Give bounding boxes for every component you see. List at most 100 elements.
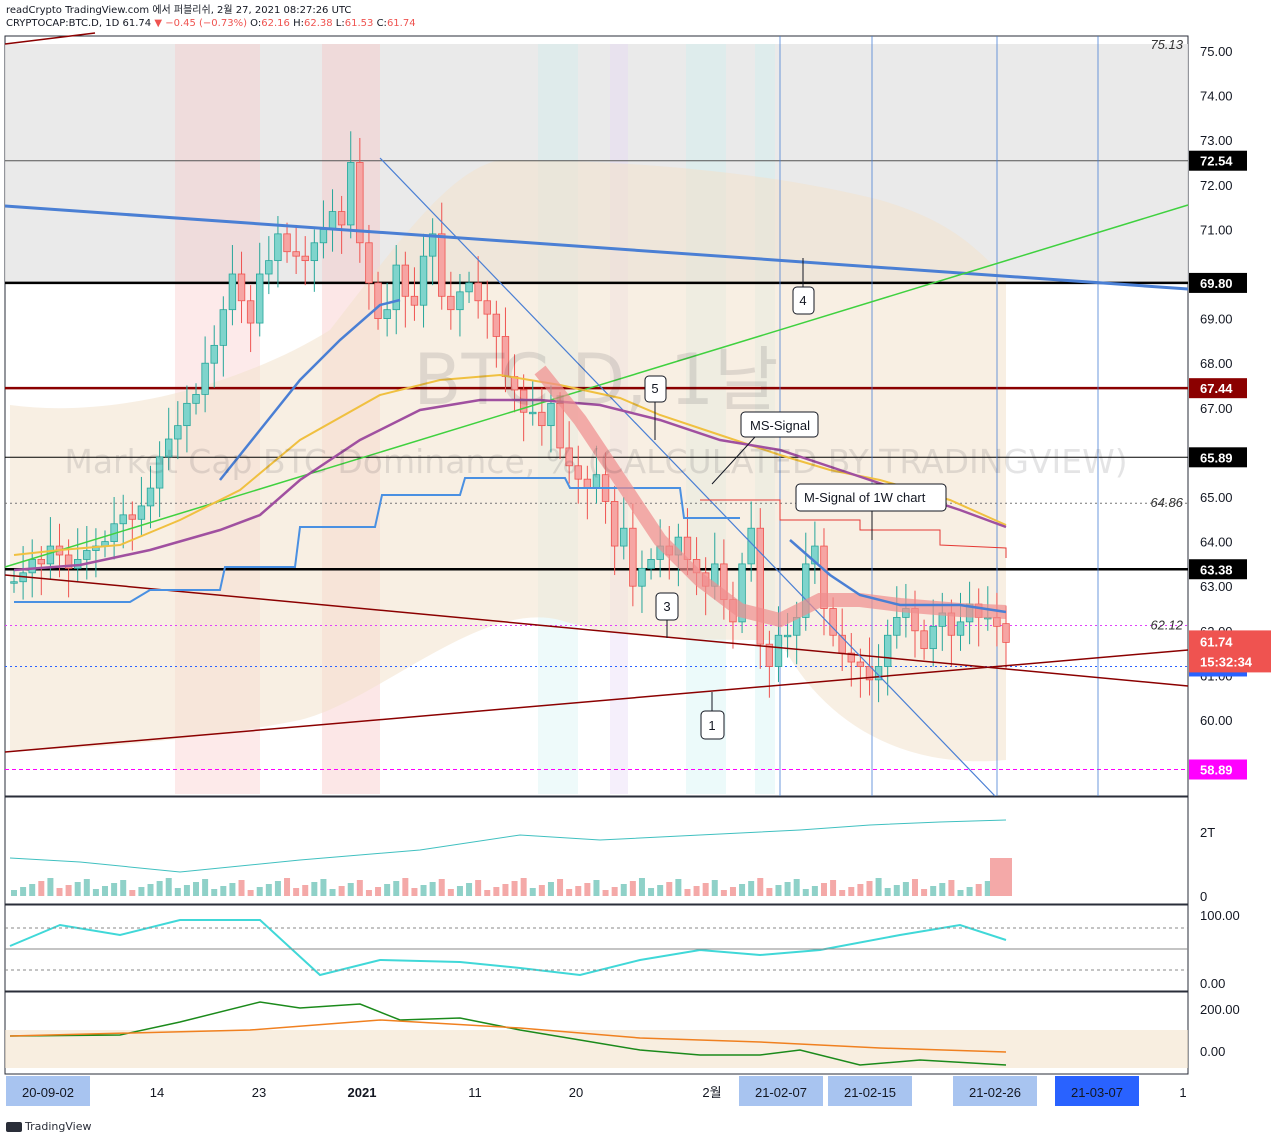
- wave-5-marker[interactable]: 5: [644, 375, 667, 440]
- volume-bar: [729, 887, 736, 896]
- volume-bar: [575, 886, 582, 896]
- volume-bar: [74, 882, 81, 896]
- volume-bar: [411, 888, 418, 896]
- volume-bar: [693, 886, 700, 896]
- volume-bar: [811, 886, 818, 896]
- time-tick-label: 20: [569, 1085, 583, 1100]
- ms-signal-callout[interactable]: MS-Signal: [711, 411, 819, 485]
- volume-bar: [466, 883, 473, 896]
- volume-bar: [302, 885, 309, 896]
- volume-bar: [293, 888, 300, 896]
- open-value: 62.16: [261, 18, 290, 29]
- watermark-title: BTC.D, 1날: [413, 339, 778, 421]
- candle-body: [874, 666, 883, 681]
- candle-body: [219, 309, 228, 346]
- momentum-signal-line: [9, 1019, 1007, 1053]
- candle-body: [756, 527, 764, 645]
- time-tick-label: 23: [252, 1085, 266, 1100]
- volume-bar: [211, 889, 218, 896]
- candle-body: [192, 394, 200, 404]
- volume-bar: [547, 882, 554, 896]
- level-value-label: 62.12: [1150, 617, 1183, 632]
- candle-body: [738, 563, 746, 623]
- volume-bar: [675, 879, 682, 896]
- candle-body: [137, 505, 146, 520]
- time-tick-label: 20-09-02: [22, 1085, 74, 1100]
- volume-average-line: [9, 819, 1007, 873]
- candle-body: [419, 255, 428, 306]
- candle-body: [620, 527, 628, 547]
- volume-bar: [165, 878, 172, 896]
- oscillator-pane[interactable]: [4, 904, 1189, 992]
- volume-bar: [666, 882, 673, 896]
- volume-bar: [493, 887, 500, 896]
- candle-body: [210, 344, 218, 364]
- candle-body: [574, 465, 582, 480]
- oscillator-axis-top: 100.00: [1200, 908, 1240, 923]
- level-price-tag: [1189, 378, 1247, 399]
- volume-bar: [921, 889, 928, 896]
- candle-body: [155, 456, 164, 489]
- volume-bar: [984, 881, 991, 896]
- level-price-tag-label: 63.38: [1200, 562, 1233, 577]
- volume-axis-bottom: 0: [1200, 889, 1207, 904]
- price-axis[interactable]: 75.00 74.00 73.00 72.00 71.00 69.00 68.00 67.00…: [1150, 37, 1271, 780]
- candle-body: [428, 233, 437, 257]
- candle-body: [538, 411, 546, 427]
- wave-1-marker[interactable]: 1: [700, 692, 725, 740]
- time-tick-label: 21-03-07: [1071, 1085, 1123, 1100]
- volume-axis-top: 2T: [1200, 825, 1215, 840]
- candle-body: [783, 634, 792, 638]
- level-price-tag-label: 72.54: [1200, 154, 1233, 169]
- candle-body: [956, 621, 965, 636]
- volume-bar: [566, 889, 573, 896]
- candle-body: [483, 300, 491, 315]
- candle-body: [374, 282, 382, 320]
- price-tick-label: 71.00: [1200, 222, 1233, 237]
- candle-body: [256, 273, 264, 324]
- oscillator-line: [9, 919, 1007, 977]
- volume-bar: [611, 887, 618, 896]
- time-axis[interactable]: 20-09-02 14 23 2021 11 20 2월 21-02-07 21-02-15 21…: [6, 1076, 1187, 1106]
- tradingview-brand[interactable]: TradingView: [6, 1120, 91, 1133]
- candle-body: [929, 625, 937, 650]
- symbol-label[interactable]: CRYPTOCAP:BTC.D, 1D: [6, 18, 120, 29]
- volume-bar: [893, 885, 900, 896]
- volume-bar: [830, 880, 837, 896]
- momentum-axis-bottom: 0.00: [1200, 1044, 1225, 1059]
- candle-body: [1002, 623, 1010, 643]
- volume-bar: [502, 884, 509, 896]
- candle-body: [347, 162, 355, 226]
- momentum-axis-top: 200.00: [1200, 1002, 1240, 1017]
- candle-body: [774, 634, 783, 667]
- m-signal-1w-callout[interactable]: M-Signal of 1W chart: [795, 483, 947, 540]
- volume-bar: [347, 883, 354, 896]
- candle-body: [46, 545, 55, 565]
- ascending-trendline-green: [4, 204, 1189, 568]
- level-price-tag: [1189, 447, 1247, 468]
- volume-bar: [966, 887, 973, 896]
- close-value: 61.74: [386, 18, 416, 29]
- m-signal-1w-label: M-Signal of 1W chart: [804, 490, 926, 505]
- wave-3-marker[interactable]: 3: [655, 592, 679, 638]
- volume-bar: [784, 882, 791, 896]
- candle-body: [438, 233, 446, 297]
- ms-signal-label: MS-Signal: [750, 418, 810, 433]
- volume-bar: [365, 890, 372, 896]
- descending-trendline-blue: [4, 204, 1189, 291]
- time-label-highlight: [6, 1076, 90, 1106]
- candle-body: [610, 501, 619, 547]
- moving-average-purple: [13, 398, 1007, 572]
- candle-body: [492, 313, 501, 337]
- candle-body: [283, 233, 291, 253]
- volume-bar: [857, 884, 864, 896]
- volume-bar: [802, 889, 809, 896]
- time-tick-label: 2월: [702, 1085, 721, 1100]
- candle-body: [37, 559, 46, 565]
- down-arrow-icon: ▼: [154, 18, 163, 29]
- volume-bar: [638, 878, 645, 896]
- candle-body: [829, 608, 837, 636]
- wave-4-marker[interactable]: 4: [792, 258, 815, 315]
- candle-body: [383, 309, 391, 319]
